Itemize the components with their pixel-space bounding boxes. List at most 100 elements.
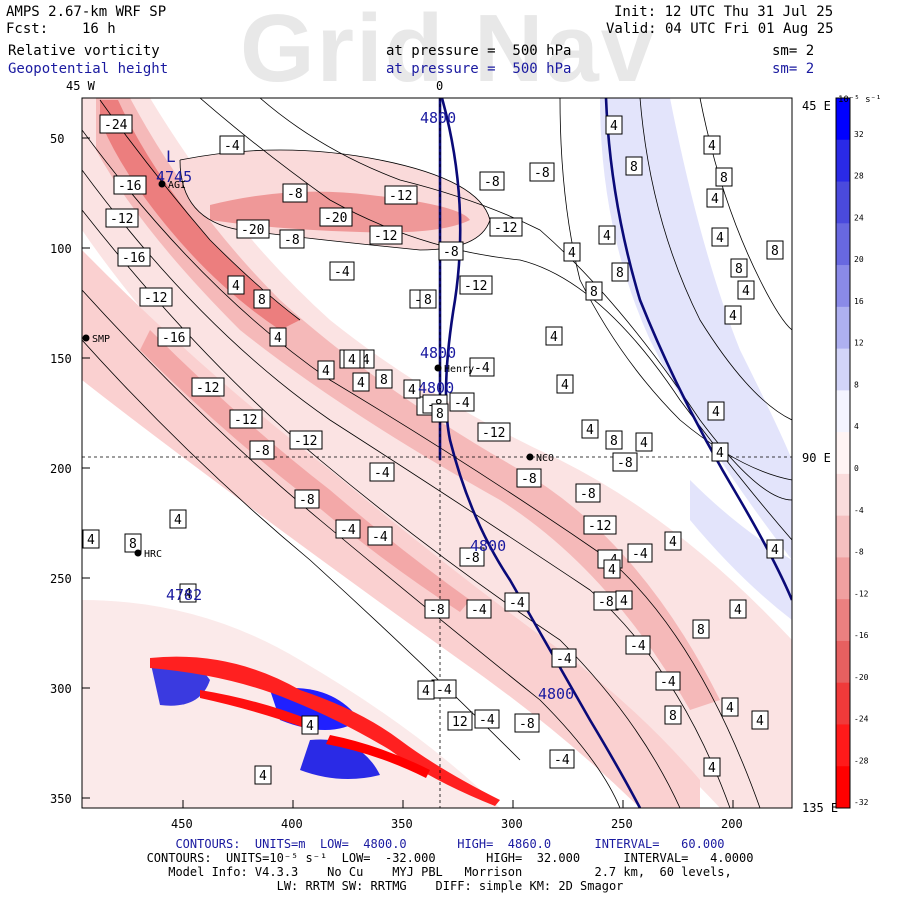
vorticity-label-positive-text: 4 (610, 119, 618, 134)
vorticity-label-negative-box (504, 592, 530, 612)
vorticity-label-positive-box (711, 227, 729, 247)
vorticity-label-negative-text: -12 (588, 519, 611, 534)
height-label: 4745 (156, 168, 192, 186)
vorticity-label-negative: -12 (191, 377, 225, 397)
vorticity-label-negative-text: -24 (104, 118, 128, 133)
y-tick-label: 250 (50, 572, 72, 586)
station-dot (158, 180, 166, 188)
colorbar-label: 32 (854, 130, 864, 139)
vorticity-label-negative-text: -8 (287, 187, 303, 202)
station-dot (134, 549, 142, 557)
vorticity-label-positive: 8 (585, 281, 603, 301)
vorticity-label-positive: 4 (343, 349, 361, 369)
vorticity-label-positive-text: 4 (87, 533, 95, 548)
vorticity-label-negative-text: -4 (340, 523, 356, 538)
colorbar-label: -28 (854, 756, 869, 765)
vorticity-label-negative-box (236, 219, 270, 239)
colorbar-segment (836, 98, 850, 141)
contour-line (639, 98, 792, 421)
vorticity-label-negative-box (469, 357, 495, 377)
vorticity-label-positive: 8 (253, 289, 271, 309)
colorbar-label: -12 (854, 589, 869, 598)
colorbar-label: 8 (854, 380, 859, 389)
vorticity-label-negative: -4 (335, 519, 361, 539)
vorticity-label-negative-text: -12 (494, 221, 517, 236)
vorticity-label-negative: -4 (449, 392, 475, 412)
field-height: Geopotential height (8, 61, 169, 77)
vorticity-label-positive-box (730, 258, 748, 278)
vorticity-label-positive-box (431, 403, 449, 423)
height-contour-4800-b (604, 98, 792, 601)
x-tick-label: 250 (611, 817, 633, 831)
vorticity-label-positive-text: 8 (610, 434, 618, 449)
vorticity-label-negative-box (229, 409, 263, 429)
station-name: AGI (168, 180, 186, 191)
vorticity-label-negative-box (139, 287, 173, 307)
vorticity-label-negative: -4 (655, 671, 681, 691)
vorticity-label-negative-box (289, 430, 323, 450)
colorbar-segment (836, 306, 850, 350)
colorbar-label: -24 (854, 715, 869, 724)
vorticity-label-positive-text: 4 (716, 446, 724, 461)
vorticity-label-positive-box (253, 289, 271, 309)
vorticity-label-negative: -12 (289, 430, 323, 450)
vorticity-label-positive-box (707, 401, 725, 421)
vorticity-label-negative-text: -4 (509, 596, 525, 611)
vorticity-label-positive-box (635, 432, 653, 452)
init-time: Init: 12 UTC Thu 31 Jul 25 (614, 4, 834, 20)
vorticity-label-negative-box (489, 217, 523, 237)
height-label: 4800 (420, 344, 456, 362)
footer-line-1: CONTOURS: UNITS=m LOW= 4800.0 HIGH= 4860… (175, 837, 725, 851)
vorticity-label-negative-text: -8 (534, 166, 550, 181)
field-vorticity: Relative vorticity (8, 43, 160, 59)
vorticity-label-negative-box (438, 241, 464, 261)
vorticity-label-negative-text: -12 (196, 381, 219, 396)
vorticity-label-positive: 4 (664, 531, 682, 551)
vorticity-label-negative-box (459, 547, 485, 567)
vorticity-label-positive-text: 4 (669, 535, 677, 550)
vorticity-label-positive-box (706, 188, 724, 208)
vorticity-label-positive-box (721, 697, 739, 717)
vorticity-label-negative: -8 (438, 241, 464, 261)
x-axis-ticks: 450 400 350 300 250 200 (171, 800, 743, 831)
vorticity-label-negative: -20 (236, 219, 270, 239)
vorticity-label-negative-text: -4 (374, 466, 390, 481)
vorticity-label-negative-box (335, 519, 361, 539)
vorticity-label-positive-text: 4 (771, 543, 779, 558)
vorticity-label-positive-box (703, 757, 721, 777)
neg-streak-2 (200, 690, 310, 728)
station-dot (82, 334, 90, 342)
colorbar-segment (836, 766, 850, 809)
vorticity-label-negative-box (627, 543, 653, 563)
y-tick-label: 100 (50, 242, 72, 256)
vorticity-label-positive: 8 (375, 369, 393, 389)
vorticity-label-negative-box (479, 171, 505, 191)
vorticity-label-negative-box (466, 599, 492, 619)
vorticity-label-negative: -8 (593, 591, 619, 611)
colorbar-segment (836, 515, 850, 558)
vorticity-label-negative-box (319, 207, 353, 227)
vorticity-label-positive: 4 (605, 115, 623, 135)
vorticity-label-negative-text: -4 (632, 547, 648, 562)
vorticity-label-negative-box (369, 225, 403, 245)
vorticity-label-negative-text: -8 (429, 603, 445, 618)
vorticity-label-positive-box (737, 280, 755, 300)
lon-label-top-left: 45 W (66, 79, 96, 93)
forecast-label: Fcst: (6, 21, 49, 37)
vorticity-label-negative: -12 (369, 225, 403, 245)
lon-label-top-center: 0 (436, 79, 443, 93)
vorticity-label-positive-box (556, 374, 574, 394)
vorticity-label-positive: 4 (254, 765, 272, 785)
vorticity-label-negative-box (583, 515, 617, 535)
vorticity-label-negative-text: -4 (479, 713, 495, 728)
colorbar-label: 24 (854, 213, 864, 222)
negative-contour-labels: -24 -16 -12 -16 -12 -16 -12 -12 -8 -12 -4 -20 -20 -12… (99, 114, 681, 769)
vorticity-label-negative-text: -16 (122, 251, 145, 266)
vorticity-label-negative-box (99, 114, 133, 134)
vorticity-label-negative-text: -12 (374, 229, 397, 244)
neg-streak-3 (326, 735, 430, 778)
vorticity-label-positive-text: 4 (357, 376, 365, 391)
vorticity-label-positive-box (254, 765, 272, 785)
contour-line (559, 98, 792, 481)
vorticity-label-positive-box (447, 711, 473, 731)
